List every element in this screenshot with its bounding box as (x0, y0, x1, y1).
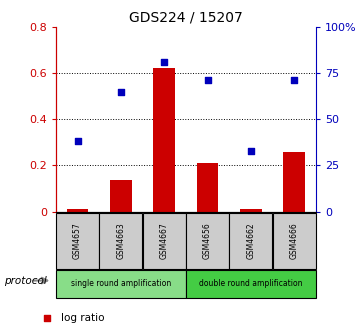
Bar (153, 69, 175, 212)
Bar (197, 163, 218, 212)
FancyBboxPatch shape (143, 213, 186, 269)
Text: GSM4662: GSM4662 (247, 222, 255, 259)
Point (248, 148, 254, 154)
FancyBboxPatch shape (186, 213, 229, 269)
FancyBboxPatch shape (56, 270, 186, 298)
Text: GSM4667: GSM4667 (160, 222, 169, 259)
FancyBboxPatch shape (230, 213, 272, 269)
Title: GDS224 / 15207: GDS224 / 15207 (129, 10, 243, 24)
Point (291, 78, 297, 83)
Point (161, 59, 167, 65)
Text: double round amplification: double round amplification (199, 280, 303, 288)
Text: single round amplification: single round amplification (71, 280, 171, 288)
Bar (67, 209, 88, 212)
Point (75, 139, 81, 144)
FancyBboxPatch shape (273, 213, 316, 269)
Text: protocol: protocol (4, 276, 46, 286)
Bar (110, 180, 132, 212)
Text: GSM4657: GSM4657 (73, 222, 82, 259)
FancyBboxPatch shape (100, 213, 142, 269)
Text: log ratio: log ratio (61, 312, 104, 323)
Text: GSM4666: GSM4666 (290, 222, 299, 259)
Bar (240, 209, 262, 212)
Text: GSM4663: GSM4663 (117, 222, 125, 259)
FancyBboxPatch shape (186, 270, 316, 298)
Point (205, 78, 210, 83)
FancyBboxPatch shape (56, 213, 99, 269)
Bar (283, 152, 305, 212)
Text: GSM4656: GSM4656 (203, 222, 212, 259)
Point (118, 89, 124, 94)
Point (44, 315, 49, 320)
